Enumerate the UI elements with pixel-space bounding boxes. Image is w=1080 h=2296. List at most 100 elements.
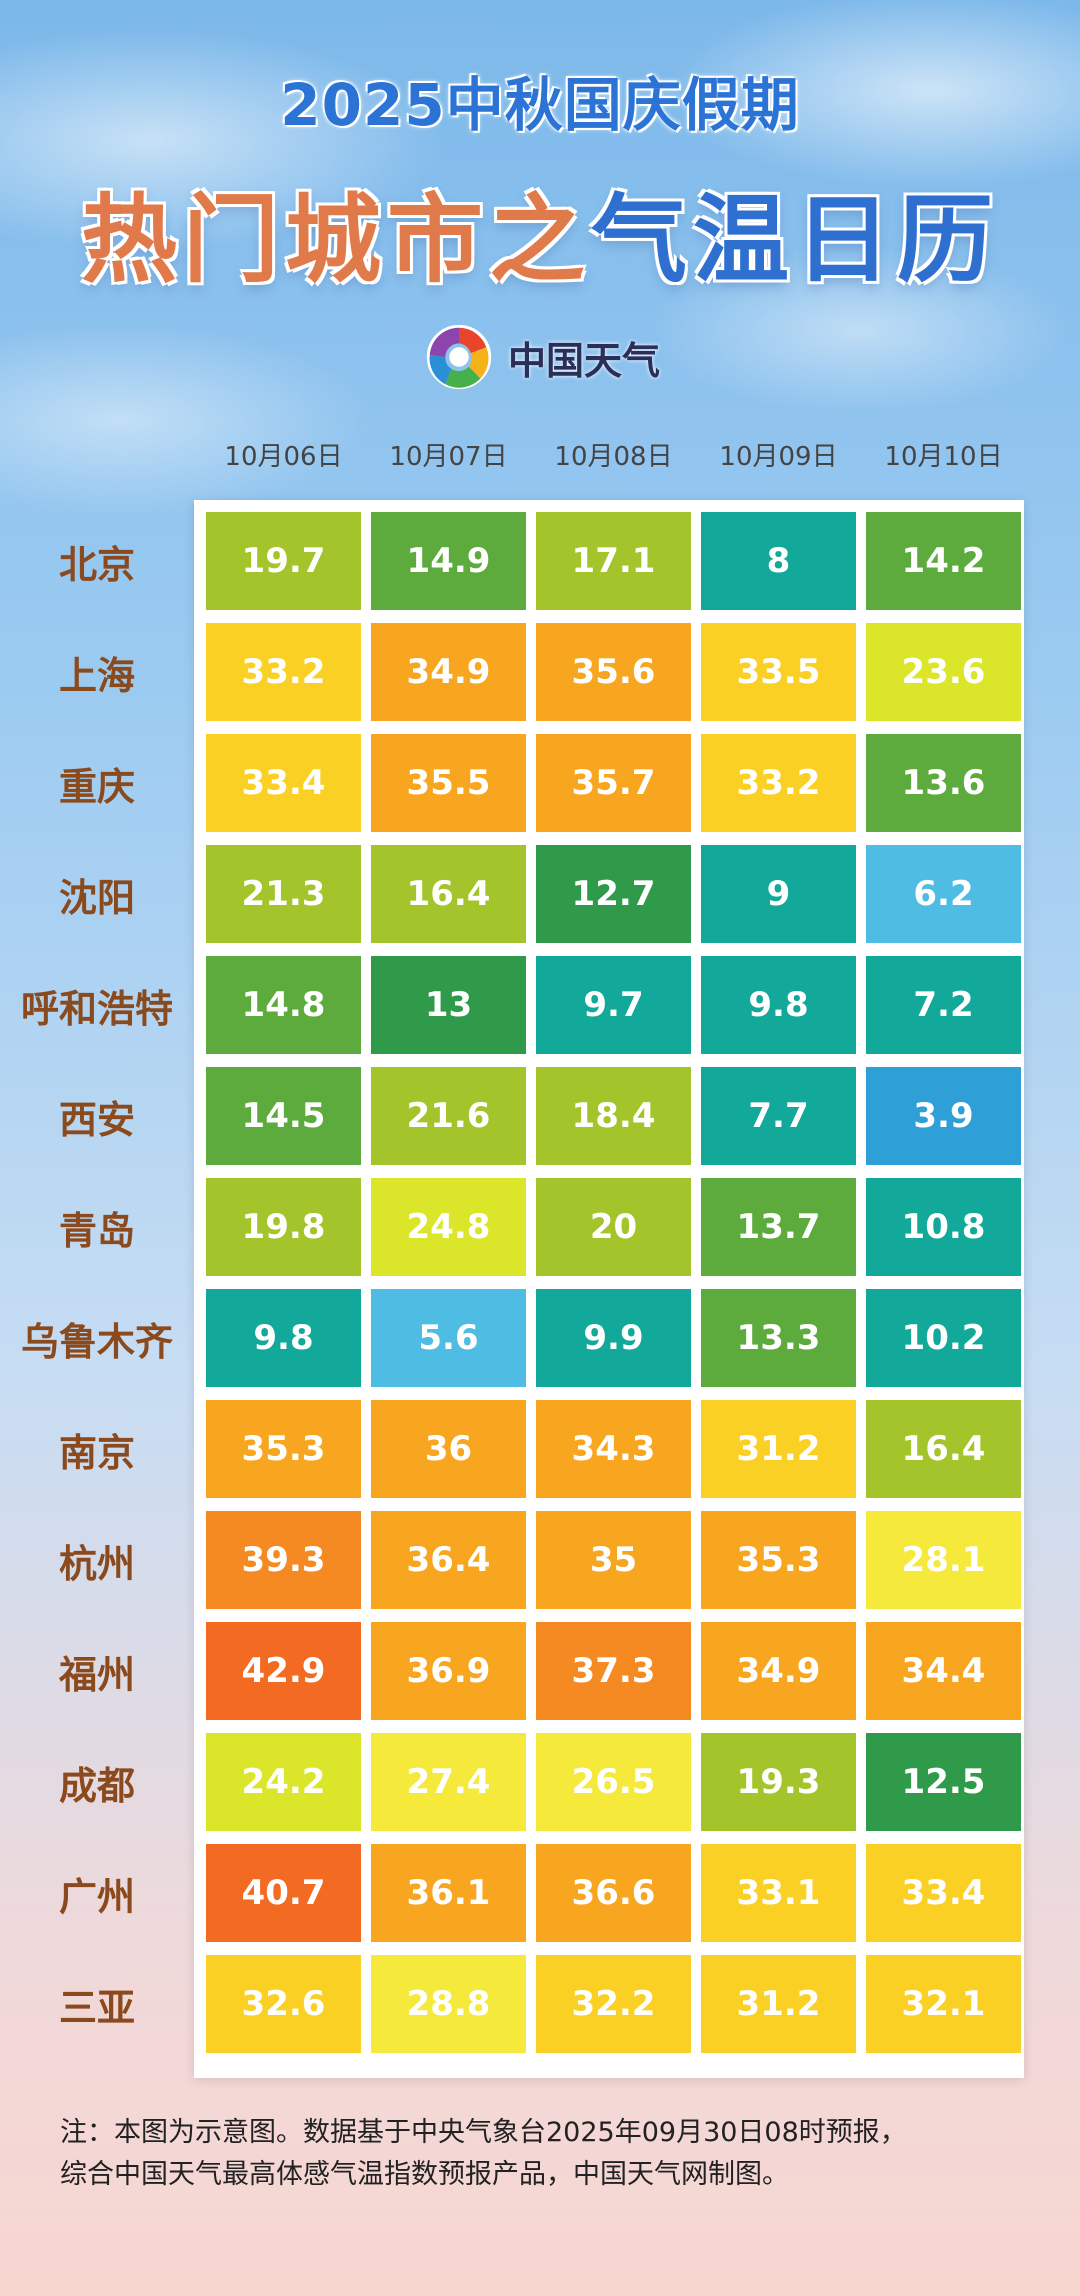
title-line2-part-b: 气温日历 xyxy=(591,184,999,296)
heatmap-cell: 35.6 xyxy=(536,623,691,721)
heatmap-cell: 21.6 xyxy=(371,1067,526,1165)
heatmap-cell: 35.3 xyxy=(701,1511,856,1609)
heatmap-cell: 16.4 xyxy=(371,845,526,943)
heatmap-cell: 3.9 xyxy=(866,1067,1021,1165)
heatmap-cell: 19.3 xyxy=(701,1733,856,1831)
heatmap-cell: 14.2 xyxy=(866,512,1021,610)
heatmap-cell: 35 xyxy=(536,1511,691,1609)
heatmap-cell: 33.4 xyxy=(206,734,361,832)
heatmap-cell: 7.7 xyxy=(701,1067,856,1165)
heatmap-cell: 36 xyxy=(371,1400,526,1498)
heatmap-cell: 33.4 xyxy=(866,1844,1021,1942)
city-label: 上海 xyxy=(58,653,135,698)
heatmap-cell: 5.6 xyxy=(371,1289,526,1387)
date-header: 10月06日 xyxy=(224,442,343,472)
heatmap-cell: 26.5 xyxy=(536,1733,691,1831)
heatmap-cell: 33.5 xyxy=(701,623,856,721)
heatmap-cell: 12.5 xyxy=(866,1733,1021,1831)
heatmap-cell: 9.8 xyxy=(206,1289,361,1387)
date-header: 10月08日 xyxy=(554,442,673,472)
city-label: 西安 xyxy=(58,1097,135,1142)
city-label: 北京 xyxy=(58,542,135,587)
heatmap-cell: 13.3 xyxy=(701,1289,856,1387)
heatmap-cell: 33.1 xyxy=(701,1844,856,1942)
heatmap-cell: 8 xyxy=(701,512,856,610)
heatmap-cell: 35.7 xyxy=(536,734,691,832)
heatmap-cell: 9.9 xyxy=(536,1289,691,1387)
footnote-line1: 注：本图为示意图。数据基于中央气象台2025年09月30日08时预报， xyxy=(60,2117,907,2148)
heatmap-cell: 20 xyxy=(536,1178,691,1276)
title-line2: 热门城市之气温日历 xyxy=(0,162,1080,301)
logo-text: 中国天气 xyxy=(507,338,660,383)
heatmap-cell: 12.7 xyxy=(536,845,691,943)
heatmap-cell: 40.7 xyxy=(206,1844,361,1942)
heatmap-cell: 28.8 xyxy=(371,1955,526,2053)
heatmap-cell: 36.6 xyxy=(536,1844,691,1942)
heatmap-cell: 31.2 xyxy=(701,1955,856,2053)
heatmap-cell: 9.7 xyxy=(536,956,691,1054)
city-label: 呼和浩特 xyxy=(20,986,173,1031)
temperature-heatmap: 19.7 14.9 17.1 8 14.2 33.2 34.9 35.6 33.5 23.6 33.… xyxy=(194,500,1024,2078)
heatmap-cell: 10.2 xyxy=(866,1289,1021,1387)
city-label: 广州 xyxy=(58,1874,135,1919)
heatmap-cell: 14.8 xyxy=(206,956,361,1054)
heatmap-cell: 19.7 xyxy=(206,512,361,610)
heatmap-cell: 23.6 xyxy=(866,623,1021,721)
heatmap-cell: 36.9 xyxy=(371,1622,526,1720)
title-line1: 2025中秋国庆假期 xyxy=(280,71,800,139)
heatmap-cell: 34.9 xyxy=(371,623,526,721)
city-label: 沈阳 xyxy=(58,875,135,920)
heatmap-cell: 31.2 xyxy=(701,1400,856,1498)
heatmap-cell: 7.2 xyxy=(866,956,1021,1054)
heatmap-cell: 32.2 xyxy=(536,1955,691,2053)
heatmap-cell: 13.7 xyxy=(701,1178,856,1276)
heatmap-cell: 42.9 xyxy=(206,1622,361,1720)
heatmap-cell: 6.2 xyxy=(866,845,1021,943)
brand-logo: 中国天气 xyxy=(0,318,1080,396)
heatmap-cell: 19.8 xyxy=(206,1178,361,1276)
heatmap-cell: 17.1 xyxy=(536,512,691,610)
china-weather-logo-icon xyxy=(426,324,492,390)
city-label: 青岛 xyxy=(58,1208,135,1253)
heatmap-cell: 36.1 xyxy=(371,1844,526,1942)
heatmap-cell: 24.2 xyxy=(206,1733,361,1831)
heatmap-cell: 16.4 xyxy=(866,1400,1021,1498)
title-line2-part-a: 热门城市之 xyxy=(81,184,591,296)
date-header: 10月07日 xyxy=(389,442,508,472)
heatmap-cell: 9 xyxy=(701,845,856,943)
heatmap-cell: 33.2 xyxy=(206,623,361,721)
heatmap-cell: 35.5 xyxy=(371,734,526,832)
footnote: 注：本图为示意图。数据基于中央气象台2025年09月30日08时预报， 综合中国… xyxy=(60,2112,1040,2196)
city-label: 重庆 xyxy=(58,764,135,809)
heatmap-cell: 34.4 xyxy=(866,1622,1021,1720)
date-header: 10月10日 xyxy=(884,442,1003,472)
heatmap-cell: 10.8 xyxy=(866,1178,1021,1276)
heatmap-cell: 14.5 xyxy=(206,1067,361,1165)
city-label: 南京 xyxy=(58,1430,135,1475)
heatmap-cell: 35.3 xyxy=(206,1400,361,1498)
heatmap-cell: 33.2 xyxy=(701,734,856,832)
city-label: 成都 xyxy=(58,1763,135,1808)
footnote-line2: 综合中国天气最高体感气温指数预报产品，中国天气网制图。 xyxy=(60,2159,789,2190)
heatmap-cell: 27.4 xyxy=(371,1733,526,1831)
heatmap-cell: 14.9 xyxy=(371,512,526,610)
heatmap-cell: 13.6 xyxy=(866,734,1021,832)
city-label: 乌鲁木齐 xyxy=(20,1319,173,1364)
city-label: 福州 xyxy=(58,1652,135,1697)
heatmap-cell: 21.3 xyxy=(206,845,361,943)
heatmap-cell: 34.3 xyxy=(536,1400,691,1498)
heatmap-cell: 9.8 xyxy=(701,956,856,1054)
heatmap-cell: 32.1 xyxy=(866,1955,1021,2053)
heatmap-cell: 39.3 xyxy=(206,1511,361,1609)
city-label: 杭州 xyxy=(58,1541,135,1586)
heatmap-cell: 18.4 xyxy=(536,1067,691,1165)
heatmap-cell: 34.9 xyxy=(701,1622,856,1720)
heatmap-cell: 28.1 xyxy=(866,1511,1021,1609)
heatmap-cell: 13 xyxy=(371,956,526,1054)
city-label: 三亚 xyxy=(58,1985,135,2030)
heatmap-cell: 24.8 xyxy=(371,1178,526,1276)
heatmap-cell: 37.3 xyxy=(536,1622,691,1720)
heatmap-cell: 32.6 xyxy=(206,1955,361,2053)
heatmap-cell: 36.4 xyxy=(371,1511,526,1609)
date-header: 10月09日 xyxy=(719,442,838,472)
